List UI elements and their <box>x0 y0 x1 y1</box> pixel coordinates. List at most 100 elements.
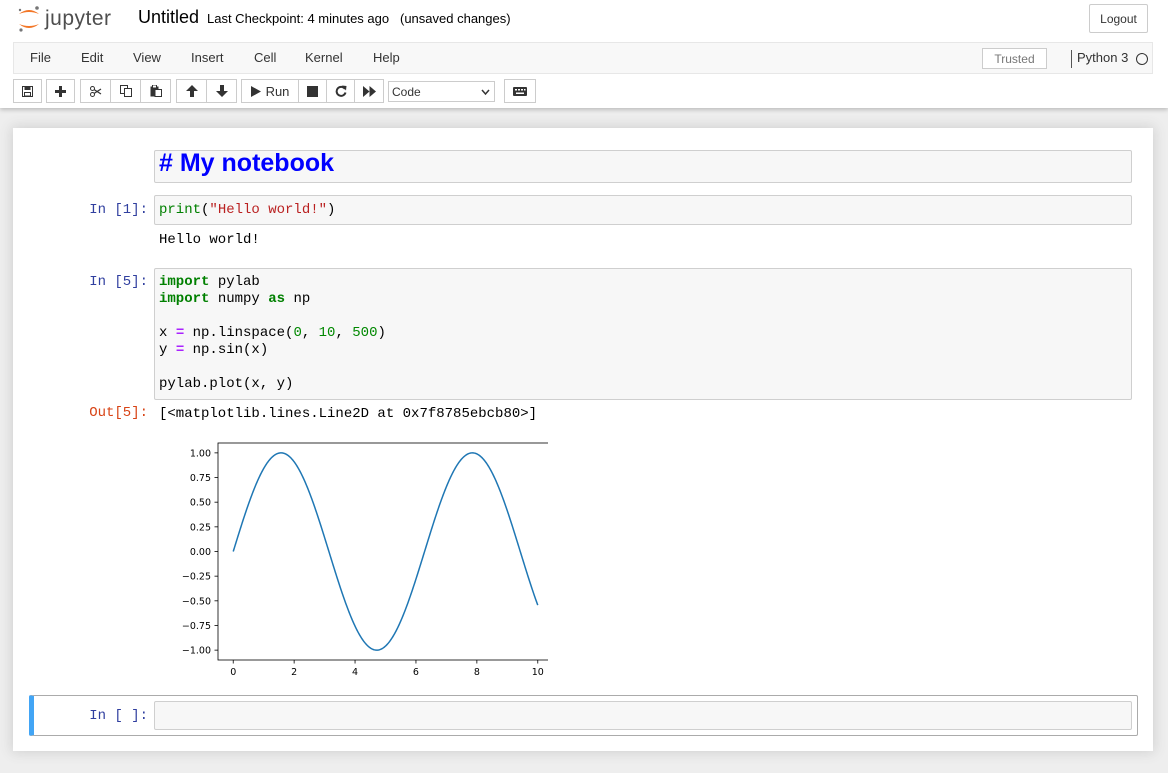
cut-button[interactable] <box>80 79 111 103</box>
x-tick-label: 6 <box>413 667 419 678</box>
y-tick-label: 0.50 <box>190 498 211 509</box>
logout-button[interactable]: Logout <box>1089 4 1148 33</box>
move-up-button[interactable] <box>176 79 207 103</box>
fast-forward-icon <box>362 85 376 97</box>
kernel-idle-icon <box>1136 53 1148 65</box>
code-token: np <box>285 291 311 307</box>
code-line: import numpy as np <box>159 291 386 308</box>
cell-type-select[interactable]: Code <box>388 81 495 102</box>
interrupt-button[interactable] <box>298 79 327 103</box>
y-tick-label: −0.50 <box>182 596 211 607</box>
code-token: import <box>159 291 210 307</box>
refresh-icon <box>335 85 346 97</box>
cell3-in-prompt: In [ ]: <box>89 708 148 724</box>
keyboard-icon <box>513 86 527 96</box>
menu-help[interactable]: Help <box>373 50 400 65</box>
autosave-status: (unsaved changes) <box>400 11 511 26</box>
code-token: print <box>159 202 202 218</box>
x-tick-label: 0 <box>230 667 236 678</box>
code-token: numpy <box>209 291 269 307</box>
code-line: pylab.plot(x, y) <box>159 376 386 393</box>
copy-icon <box>119 85 132 97</box>
x-tick-label: 2 <box>291 667 297 678</box>
x-tick-label: 8 <box>474 667 480 678</box>
code-token: , <box>301 325 319 341</box>
y-tick-label: −0.75 <box>182 621 211 632</box>
jupyter-logo-icon <box>18 6 39 32</box>
markdown-cell-text: # My notebook <box>159 149 335 177</box>
code-token: np.sin(x) <box>184 342 269 358</box>
copy-button[interactable] <box>110 79 141 103</box>
code-token: x <box>159 325 176 341</box>
code-token: 500 <box>352 325 378 341</box>
cell1-code[interactable]: print("Hello world!") <box>159 202 335 219</box>
cell2-out-prompt: Out[5]: <box>89 405 148 421</box>
jupyter-logo[interactable]: jupyter <box>17 4 125 34</box>
stop-icon <box>307 85 318 97</box>
move-down-button[interactable] <box>206 79 237 103</box>
cell1-in-prompt: In [1]: <box>89 202 148 218</box>
logo-text: jupyter <box>45 7 112 30</box>
plus-icon <box>55 85 66 97</box>
run-label: Run <box>265 83 290 99</box>
code-token: ) <box>377 325 386 341</box>
kernel-name[interactable]: Python 3 <box>1077 50 1129 65</box>
code-token: pylab.plot(x, y) <box>159 376 294 392</box>
notebook-container: # My notebook In [1]: print("Hello world… <box>13 128 1153 751</box>
trusted-indicator[interactable]: Trusted <box>982 48 1047 69</box>
play-icon <box>250 85 261 97</box>
cell1-output: Hello world! <box>159 232 260 248</box>
code-token: np.linspace( <box>184 325 294 341</box>
cell2-output-text: [<matplotlib.lines.Line2D at 0x7f8785ebc… <box>159 406 538 422</box>
toolbar: Run Code <box>13 79 1153 103</box>
y-tick-label: 0.00 <box>190 547 211 558</box>
kernel-separator <box>1071 50 1072 68</box>
notebook-name[interactable]: Untitled <box>138 7 200 27</box>
code-line: y = np.sin(x) <box>159 342 386 359</box>
cell2-code[interactable]: import pylab import numpy as np x = np.lin… <box>159 274 386 393</box>
cell2-input[interactable] <box>154 268 1132 400</box>
code-token: import <box>159 274 210 290</box>
menu-file[interactable]: File <box>30 50 51 65</box>
paste-icon <box>150 85 162 97</box>
insert-cell-button[interactable] <box>46 79 75 103</box>
code-token: , <box>335 325 353 341</box>
restart-run-all-button[interactable] <box>354 79 384 103</box>
plot-axes-frame <box>217 442 548 661</box>
code-token: as <box>268 291 286 307</box>
y-tick-label: 0.25 <box>190 522 211 533</box>
cell-type-value: Code <box>392 84 421 99</box>
scissors-icon <box>89 85 101 97</box>
cell3-input[interactable] <box>154 701 1132 730</box>
arrow-down-icon <box>215 85 228 97</box>
code-line <box>159 308 386 325</box>
code-token: ) <box>327 202 336 218</box>
menu-edit[interactable]: Edit <box>81 50 104 65</box>
code-token: pylab <box>209 274 260 290</box>
cell2-in-prompt: In [5]: <box>89 274 148 290</box>
save-icon <box>22 85 33 97</box>
selected-cell-border <box>29 695 1138 736</box>
code-token: = <box>175 325 185 341</box>
y-tick-label: 1.00 <box>190 448 211 459</box>
menu-view[interactable]: View <box>133 50 161 65</box>
paste-button[interactable] <box>140 79 171 103</box>
y-tick-label: 0.75 <box>190 473 211 484</box>
save-button[interactable] <box>13 79 42 103</box>
menu-kernel[interactable]: Kernel <box>305 50 343 65</box>
cell1-input[interactable] <box>154 195 1132 225</box>
run-button[interactable]: Run <box>241 79 299 103</box>
menu-cell[interactable]: Cell <box>254 50 277 65</box>
sine-series-line <box>232 452 539 651</box>
code-token: "Hello world!" <box>209 202 328 218</box>
code-token: y <box>159 342 176 358</box>
code-token: ( <box>201 202 210 218</box>
code-token: 10 <box>318 325 336 341</box>
markdown-cell[interactable] <box>154 150 1132 183</box>
code-token: = <box>175 342 185 358</box>
restart-button[interactable] <box>326 79 355 103</box>
command-palette-button[interactable] <box>504 79 536 103</box>
sine-plot: 0 2 4 6 8 10 1.00 0.75 0.50 0.25 0.00 −0.25 −0.50 −0.… <box>182 442 548 678</box>
menu-insert[interactable]: Insert <box>191 50 224 65</box>
code-line: import pylab <box>159 274 386 291</box>
